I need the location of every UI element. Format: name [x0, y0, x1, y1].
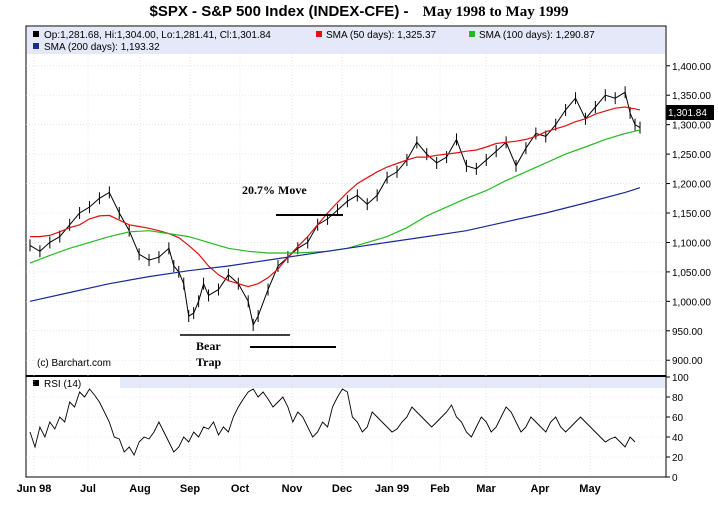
price-tick-label: 1,100.00 — [672, 238, 711, 249]
month-label: Aug — [129, 483, 150, 495]
rsi-tick-label: 60 — [672, 413, 684, 424]
month-label: Dec — [332, 483, 352, 495]
legend-swatch-sma50 — [316, 31, 322, 37]
annotation-bear: Bear — [196, 339, 221, 353]
rsi-tick-label: 20 — [672, 453, 684, 464]
month-label: Jun 98 — [17, 483, 52, 495]
annotation-move: 20.7% Move — [242, 183, 307, 197]
rsi-tick-label: 40 — [672, 433, 684, 444]
rsi-legend-band — [120, 377, 665, 388]
legend-sma50: SMA (50 days): 1,325.37 — [326, 30, 437, 41]
price-tick-label: 1,350.00 — [672, 91, 711, 102]
price-panel — [25, 25, 667, 377]
chart-title-range: May 1998 to May 1999 — [422, 4, 569, 20]
month-label: Jul — [80, 483, 96, 495]
chart-title-symbol: $SPX - S&P 500 Index (INDEX-CFE) - — [149, 3, 409, 20]
rsi-line — [29, 388, 636, 457]
month-label: Sep — [180, 483, 200, 495]
last-price-badge — [666, 105, 714, 120]
price-tick-label: 1,400.00 — [672, 62, 711, 73]
price-tick-label: 1,200.00 — [672, 180, 711, 191]
month-label: Feb — [430, 483, 450, 495]
rsi-tick-label: 100 — [672, 373, 689, 384]
month-label: Oct — [231, 483, 250, 495]
price-tick-label: 1,000.00 — [672, 297, 711, 308]
legend-ohlc: Op:1,281.68, Hi:1,304.00, Lo:1,281.41, C… — [44, 30, 271, 41]
annotation-trap: Trap — [196, 355, 221, 369]
legend-sma100: SMA (100 days): 1,290.87 — [479, 30, 595, 41]
month-label: Jan 99 — [375, 483, 409, 495]
last-price-label: 1,301.84 — [668, 108, 707, 119]
series-line-1 — [30, 106, 641, 288]
price-tick-label: 1,250.00 — [672, 150, 711, 161]
legend-swatch-ohlc — [33, 31, 39, 37]
legend-swatch-sma200 — [33, 43, 39, 49]
price-tick-label: 900.00 — [672, 356, 703, 367]
legend-swatch-sma100 — [469, 31, 475, 37]
price-tick-label: 950.00 — [672, 327, 703, 338]
rsi-legend-swatch — [33, 380, 39, 386]
month-label: Nov — [282, 483, 304, 495]
legend-sma200: SMA (200 days): 1,193.32 — [44, 42, 160, 53]
rsi-tick-label: 0 — [672, 473, 678, 484]
series-line-3 — [29, 187, 641, 302]
rsi-panel — [25, 375, 667, 478]
month-label: Apr — [531, 483, 551, 495]
month-label: Mar — [476, 483, 496, 495]
price-tick-label: 1,150.00 — [672, 209, 711, 220]
legend-band — [27, 27, 665, 54]
rsi-legend-label: RSI (14) — [44, 379, 81, 390]
chart-title: $SPX - S&P 500 Index (INDEX-CFE) - May 1… — [0, 0, 718, 24]
rsi-tick-label: 80 — [672, 393, 684, 404]
credit-label: (c) Barchart.com — [37, 358, 111, 369]
price-tick-label: 1,050.00 — [672, 268, 711, 279]
price-tick-label: 1,300.00 — [672, 121, 711, 132]
month-label: May — [579, 483, 601, 495]
